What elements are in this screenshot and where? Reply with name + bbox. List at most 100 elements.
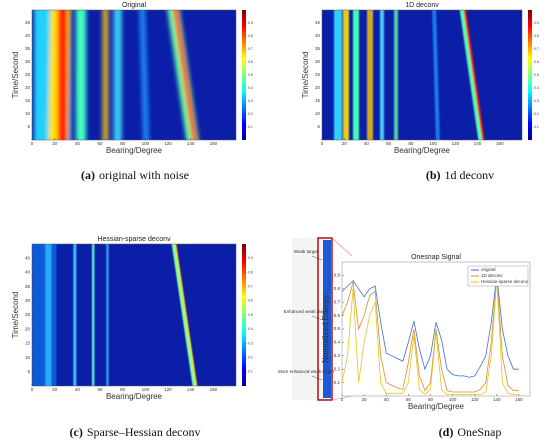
inset-strip (323, 240, 331, 398)
ridge (139, 10, 150, 140)
ridge (57, 10, 68, 140)
colorbar-tick-label: 0.3 (534, 99, 539, 103)
y-tick-label: 0.8 (334, 286, 341, 291)
heatmap (322, 10, 522, 140)
ridge (380, 10, 384, 140)
x-tick-label: 80 (120, 387, 126, 392)
x-tick-label: 80 (120, 141, 126, 146)
x-tick-label: 60 (386, 141, 392, 146)
panel: 0.1 0.2 0.3 0.4 0.5 0.6 0.7 0.8 0.9 0 20 40 60 80 100 1… (11, 236, 253, 439)
x-tick-label: 20 (342, 141, 348, 146)
x-axis-label: Bearing/Degree (106, 392, 163, 401)
y-axis-label: Normalized Energy (321, 295, 330, 363)
colorbar-tick-label: 0.2 (248, 112, 253, 116)
x-tick-label: 160 (496, 141, 504, 146)
y-tick-label: 25 (315, 72, 321, 77)
colorbar-tick-label: 0.6 (248, 299, 253, 303)
annotation: Weak target (294, 249, 319, 254)
colorbar-tick-label: 0.7 (534, 47, 539, 51)
x-tick-label: 120 (164, 387, 172, 392)
annotation-arrow (311, 375, 323, 381)
y-tick-label: 0.3 (334, 353, 341, 358)
inset-frame (317, 237, 333, 401)
caption-label: (a) (81, 168, 95, 182)
ridges (34, 10, 199, 140)
y-tick-label: 10 (25, 111, 31, 116)
legend-box (467, 265, 529, 287)
x-tick-label: 120 (452, 141, 460, 146)
y-tick-label: 35 (315, 46, 321, 51)
x-tick-label: 20 (52, 141, 58, 146)
y-tick-label: 45 (315, 20, 321, 25)
x-tick-label: 40 (75, 387, 81, 392)
zoom-line (331, 395, 353, 401)
x-tick-label: 20 (362, 397, 368, 402)
caption-label: (c) (70, 425, 83, 439)
x-tick-label: 40 (384, 397, 390, 402)
panel-title: 1D deconv (405, 2, 439, 9)
x-axis-label: Bearing/Degree (408, 402, 465, 411)
x-tick-label: 40 (75, 141, 81, 146)
y-tick-label: 5 (317, 124, 320, 129)
ridges (334, 10, 485, 140)
x-tick-label: 100 (429, 141, 437, 146)
heatmap-bg (32, 244, 236, 386)
ridge (334, 10, 342, 140)
heatmap (32, 244, 236, 386)
ridge (45, 244, 52, 386)
colorbar-tick-label: 0.7 (248, 47, 253, 51)
caption-text: OneSnap (457, 425, 501, 439)
y-tick-label: 40 (25, 33, 31, 38)
y-tick-label: 40 (315, 33, 321, 38)
x-tick-label: 40 (364, 141, 370, 146)
annotation-arrow (311, 315, 323, 321)
ridge (353, 10, 359, 140)
y-tick-label: 0.1 (334, 380, 341, 385)
ridge (343, 10, 349, 140)
y-tick-label: 0.2 (334, 366, 341, 371)
ridge (172, 10, 198, 140)
colorbar-tick-label: 0.3 (248, 99, 253, 103)
colorbar-tick-label: 0.8 (248, 34, 253, 38)
colorbar-tick-label: 0.7 (248, 285, 253, 289)
ridge (113, 10, 122, 140)
series-line (341, 278, 519, 393)
panel: 0.1 0.2 0.3 0.4 0.5 0.6 0.7 0.8 0.9 0 20 40 60 80 100 1… (301, 2, 539, 182)
annotation-arrow (311, 255, 323, 261)
ridge (102, 10, 109, 140)
x-tick-label: 60 (97, 141, 103, 146)
y-tick-label: 0.4 (334, 340, 341, 345)
caption-label: (b) (426, 168, 441, 182)
heatmap-bg (322, 10, 522, 140)
x-tick-label: 100 (142, 387, 150, 392)
colorbar-tick-label: 0.5 (248, 73, 253, 77)
colorbar-tick-label: 0.2 (534, 112, 539, 116)
colorbar-tick-label: 0.9 (248, 256, 253, 260)
ridge (32, 244, 57, 386)
ridge (106, 244, 109, 386)
x-axis-label: Bearing/Degree (106, 146, 163, 155)
ridge (463, 10, 485, 140)
ridge (75, 10, 87, 140)
colorbar-tick-label: 0.1 (248, 370, 253, 374)
caption-text: Sparse–Hessian deconv (87, 425, 201, 439)
caption-label: (d) (439, 425, 454, 439)
ridges (32, 244, 198, 386)
y-tick-label: 0.5 (334, 326, 341, 331)
ridge (91, 244, 95, 386)
x-tick-label: 140 (493, 397, 501, 402)
y-tick-label: 25 (25, 312, 31, 317)
y-tick-label: 15 (25, 98, 31, 103)
colorbar-tick-label: 0.1 (534, 125, 539, 129)
y-tick-label: 5 (27, 124, 30, 129)
x-tick-label: 160 (515, 397, 523, 402)
panel-title: Original (122, 2, 147, 9)
colorbar-tick-label: 0.6 (534, 60, 539, 64)
legend-label: Hessian-sparse deconv (481, 279, 529, 284)
colorbar (242, 244, 246, 386)
ridge (394, 10, 398, 140)
y-tick-label: 35 (25, 46, 31, 51)
colorbar-tick-label: 0.8 (248, 270, 253, 274)
y-axis-label: Time/Second (11, 52, 20, 99)
y-tick-label: 45 (25, 255, 31, 260)
